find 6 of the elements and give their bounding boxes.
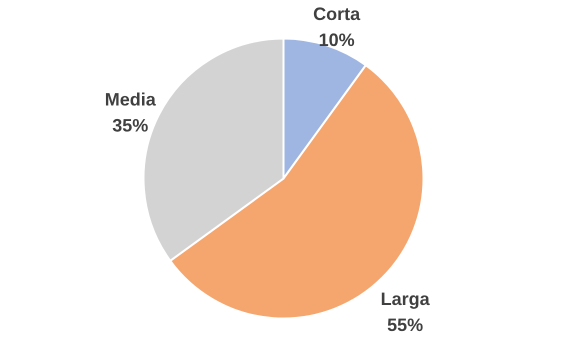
data-label: 35% (112, 115, 148, 136)
data-label: 10% (318, 30, 355, 50)
slice-label: Media (104, 89, 157, 110)
slice-label: Larga (380, 289, 431, 310)
slice-label: Corta (313, 4, 362, 24)
data-label: 55% (387, 315, 424, 336)
